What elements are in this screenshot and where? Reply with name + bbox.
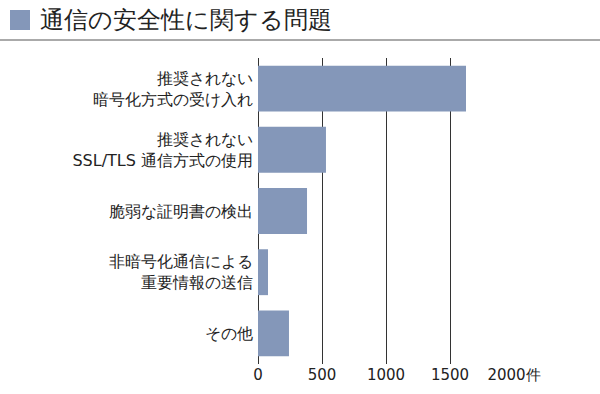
svg-text:1000: 1000 — [367, 366, 405, 384]
svg-text:1500: 1500 — [431, 366, 469, 384]
svg-text:0: 0 — [253, 366, 263, 384]
svg-text:通信の安全性に関する問題: 通信の安全性に関する問題 — [40, 6, 332, 34]
svg-text:非暗号化通信による重要情報の送信: 非暗号化通信による重要情報の送信 — [109, 252, 253, 292]
svg-text:500: 500 — [308, 366, 337, 384]
svg-text:推奨されない暗号化方式の受け入れ: 推奨されない暗号化方式の受け入れ — [93, 69, 253, 109]
svg-text:2000件: 2000件 — [487, 366, 540, 384]
svg-text:その他: その他 — [205, 324, 253, 343]
svg-text:脆弱な証明書の検出: 脆弱な証明書の検出 — [109, 202, 253, 221]
svg-text:推奨されないSSL/TLS 通信方式の使用: 推奨されないSSL/TLS 通信方式の使用 — [72, 130, 253, 170]
